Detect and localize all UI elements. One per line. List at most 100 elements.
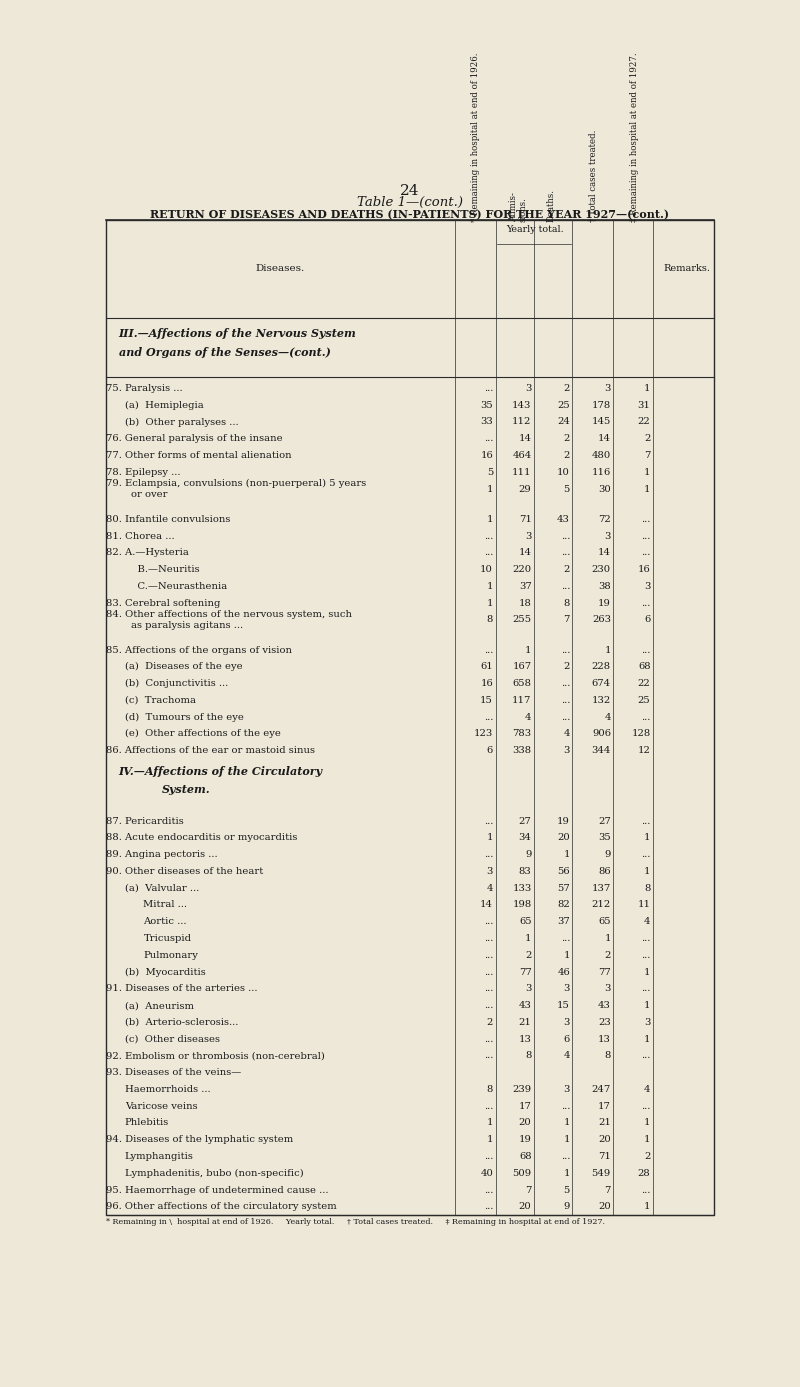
Text: 90. Other diseases of the heart: 90. Other diseases of the heart bbox=[106, 867, 263, 877]
Text: 12: 12 bbox=[638, 746, 650, 755]
Text: (d)  Tumours of the eye: (d) Tumours of the eye bbox=[125, 713, 244, 721]
Text: 220: 220 bbox=[512, 565, 531, 574]
Text: 86: 86 bbox=[598, 867, 611, 877]
Text: 20: 20 bbox=[598, 1203, 611, 1211]
Text: 2: 2 bbox=[644, 1153, 650, 1161]
Text: 3: 3 bbox=[644, 1018, 650, 1026]
Text: 19: 19 bbox=[518, 1135, 531, 1144]
Text: 96. Other affections of the circulatory system: 96. Other affections of the circulatory … bbox=[106, 1203, 337, 1211]
Text: 22: 22 bbox=[638, 680, 650, 688]
Text: 20: 20 bbox=[518, 1203, 531, 1211]
Text: ...: ... bbox=[641, 531, 650, 541]
Text: 549: 549 bbox=[592, 1169, 611, 1178]
Text: 34: 34 bbox=[518, 834, 531, 842]
Text: ...: ... bbox=[484, 917, 493, 927]
Text: ...: ... bbox=[641, 713, 650, 721]
Text: ...: ... bbox=[484, 434, 493, 444]
Text: 230: 230 bbox=[592, 565, 611, 574]
Text: 137: 137 bbox=[592, 884, 611, 893]
Text: 24: 24 bbox=[400, 183, 420, 197]
Text: 344: 344 bbox=[591, 746, 611, 755]
Text: and Organs of the Senses—(cont.): and Organs of the Senses—(cont.) bbox=[118, 347, 330, 358]
Text: 20: 20 bbox=[558, 834, 570, 842]
Text: 1: 1 bbox=[486, 581, 493, 591]
Text: 4: 4 bbox=[486, 884, 493, 893]
Text: 77: 77 bbox=[598, 968, 611, 976]
Text: 5: 5 bbox=[486, 467, 493, 477]
Text: 15: 15 bbox=[480, 696, 493, 705]
Text: 19: 19 bbox=[598, 599, 611, 608]
Text: 14: 14 bbox=[518, 548, 531, 558]
Text: 123: 123 bbox=[474, 730, 493, 738]
Text: ...: ... bbox=[484, 950, 493, 960]
Text: 7: 7 bbox=[563, 616, 570, 624]
Text: 71: 71 bbox=[518, 515, 531, 524]
Text: 77. Other forms of mental alienation: 77. Other forms of mental alienation bbox=[106, 451, 292, 460]
Text: ...: ... bbox=[641, 1051, 650, 1061]
Text: 13: 13 bbox=[598, 1035, 611, 1043]
Text: (a)  Diseases of the eye: (a) Diseases of the eye bbox=[125, 662, 242, 671]
Text: ...: ... bbox=[641, 645, 650, 655]
Text: 1: 1 bbox=[604, 933, 611, 943]
Text: ...: ... bbox=[484, 1101, 493, 1111]
Text: 43: 43 bbox=[598, 1001, 611, 1010]
Text: 1: 1 bbox=[563, 850, 570, 859]
Text: 1: 1 bbox=[644, 467, 650, 477]
Text: 1: 1 bbox=[644, 1035, 650, 1043]
Text: 57: 57 bbox=[558, 884, 570, 893]
Text: ...: ... bbox=[641, 933, 650, 943]
Text: 11: 11 bbox=[638, 900, 650, 910]
Text: 75. Paralysis ...: 75. Paralysis ... bbox=[106, 384, 183, 393]
Text: 3: 3 bbox=[563, 1085, 570, 1094]
Text: * Remaining in hospital at end of 1926.: * Remaining in hospital at end of 1926. bbox=[471, 53, 480, 222]
Text: ...: ... bbox=[561, 1101, 570, 1111]
Text: 1: 1 bbox=[486, 515, 493, 524]
Text: ...: ... bbox=[484, 384, 493, 393]
Text: ...: ... bbox=[484, 933, 493, 943]
Text: 93. Diseases of the veins—: 93. Diseases of the veins— bbox=[106, 1068, 242, 1078]
Text: (a)  Aneurism: (a) Aneurism bbox=[125, 1001, 194, 1010]
Text: 9: 9 bbox=[563, 1203, 570, 1211]
Text: 71: 71 bbox=[598, 1153, 611, 1161]
Text: 1: 1 bbox=[563, 1135, 570, 1144]
Text: (b)  Other paralyses ...: (b) Other paralyses ... bbox=[125, 417, 238, 427]
Text: 112: 112 bbox=[512, 417, 531, 426]
Text: 117: 117 bbox=[512, 696, 531, 705]
Text: 89. Angina pectoris ...: 89. Angina pectoris ... bbox=[106, 850, 218, 859]
Text: 2: 2 bbox=[563, 663, 570, 671]
Text: 13: 13 bbox=[518, 1035, 531, 1043]
Text: Remarks.: Remarks. bbox=[664, 265, 710, 273]
Text: 7: 7 bbox=[644, 451, 650, 460]
Text: 68: 68 bbox=[638, 663, 650, 671]
Text: 72: 72 bbox=[598, 515, 611, 524]
Text: 3: 3 bbox=[486, 867, 493, 877]
Text: 783: 783 bbox=[512, 730, 531, 738]
Text: System.: System. bbox=[162, 784, 210, 795]
Text: 37: 37 bbox=[558, 917, 570, 927]
Text: 33: 33 bbox=[480, 417, 493, 426]
Text: 37: 37 bbox=[518, 581, 531, 591]
Text: (c)  Trachoma: (c) Trachoma bbox=[125, 696, 196, 705]
Text: ...: ... bbox=[561, 713, 570, 721]
Text: 1: 1 bbox=[563, 950, 570, 960]
Text: 29: 29 bbox=[518, 484, 531, 494]
Text: 22: 22 bbox=[638, 417, 650, 426]
Text: 30: 30 bbox=[598, 484, 611, 494]
Text: 1: 1 bbox=[644, 968, 650, 976]
Text: Deaths.: Deaths. bbox=[547, 189, 556, 222]
Text: 95. Haemorrhage of undetermined cause ...: 95. Haemorrhage of undetermined cause ..… bbox=[106, 1186, 329, 1194]
Text: ...: ... bbox=[641, 817, 650, 825]
Text: ...: ... bbox=[561, 933, 570, 943]
Text: 3: 3 bbox=[605, 531, 611, 541]
Text: RETURN OF DISEASES AND DEATHS (IN-PATIENTS) FOR THE YEAR 1927—(cont.): RETURN OF DISEASES AND DEATHS (IN-PATIEN… bbox=[150, 209, 670, 221]
Text: 116: 116 bbox=[592, 467, 611, 477]
Text: 1: 1 bbox=[644, 484, 650, 494]
Text: 1: 1 bbox=[644, 834, 650, 842]
Text: 21: 21 bbox=[598, 1118, 611, 1128]
Text: 17: 17 bbox=[598, 1101, 611, 1111]
Text: 4: 4 bbox=[604, 713, 611, 721]
Text: 239: 239 bbox=[512, 1085, 531, 1094]
Text: IV.—Affections of the Circulatory: IV.—Affections of the Circulatory bbox=[118, 766, 322, 777]
Text: 25: 25 bbox=[638, 696, 650, 705]
Text: 91. Diseases of the arteries ...: 91. Diseases of the arteries ... bbox=[106, 985, 258, 993]
